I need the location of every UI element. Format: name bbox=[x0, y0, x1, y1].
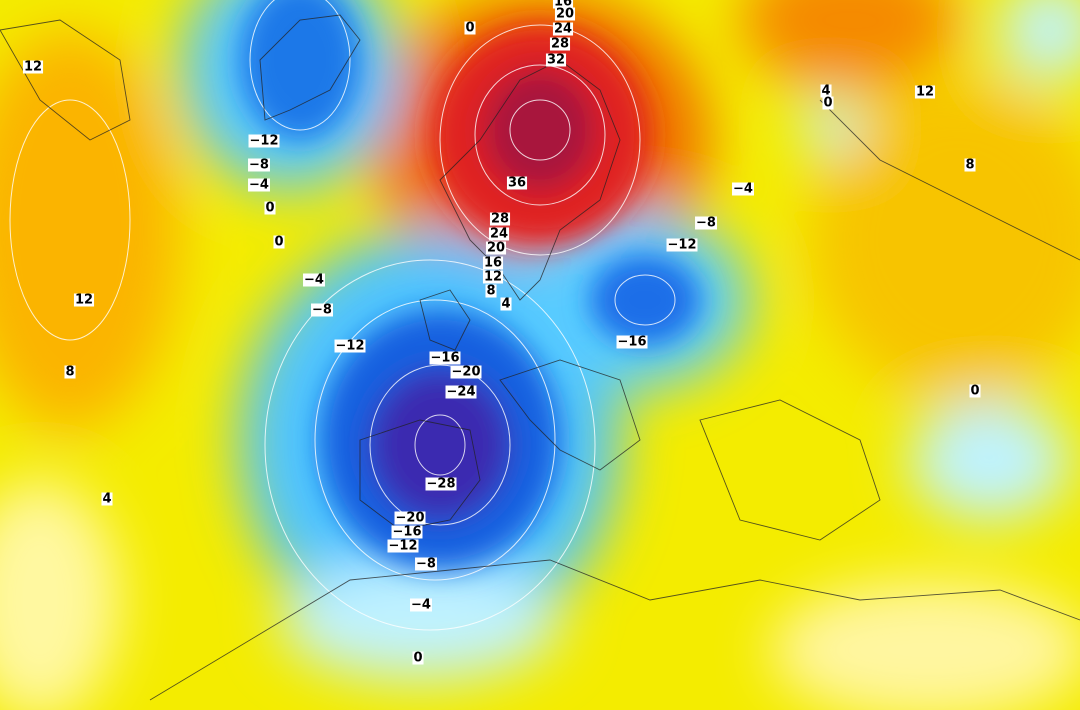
label-background bbox=[822, 96, 834, 110]
contour-label: 0 bbox=[465, 21, 474, 36]
label-background bbox=[552, 0, 574, 9]
contour-label: 4 bbox=[501, 297, 510, 312]
label-background bbox=[554, 7, 576, 21]
label-background bbox=[914, 85, 936, 99]
contour-label: 24 bbox=[490, 227, 508, 242]
label-background bbox=[264, 201, 276, 215]
contour-label: −16 bbox=[618, 335, 647, 350]
label-background bbox=[820, 84, 832, 98]
label-background bbox=[429, 351, 461, 365]
contour-label: 0 bbox=[970, 384, 979, 399]
contour-label: 16 bbox=[554, 0, 572, 10]
contour-label: −12 bbox=[336, 339, 365, 354]
contour-label: 4 bbox=[102, 492, 111, 507]
label-background bbox=[412, 651, 424, 665]
label-background bbox=[549, 37, 571, 51]
label-background bbox=[101, 492, 113, 506]
label-background bbox=[666, 238, 698, 252]
contour-label: 32 bbox=[547, 53, 565, 68]
label-background bbox=[485, 241, 507, 255]
contour-label: 36 bbox=[508, 176, 526, 191]
contour-label: −8 bbox=[249, 158, 269, 173]
label-background bbox=[73, 293, 95, 307]
label-background bbox=[695, 216, 717, 230]
contour-label: 0 bbox=[265, 201, 274, 216]
contour-label: 0 bbox=[274, 235, 283, 250]
contour-label: −8 bbox=[696, 216, 716, 231]
contour-label: −8 bbox=[416, 557, 436, 572]
label-background bbox=[552, 22, 574, 36]
coastlines bbox=[0, 14, 1080, 701]
contour-label: −20 bbox=[396, 511, 425, 526]
label-background bbox=[415, 557, 437, 571]
label-background bbox=[545, 53, 567, 67]
contour-label: 24 bbox=[554, 22, 572, 37]
label-background bbox=[969, 384, 981, 398]
contour-label: 12 bbox=[75, 293, 93, 308]
label-background bbox=[450, 365, 482, 379]
label-background bbox=[482, 270, 504, 284]
label-background bbox=[391, 525, 423, 539]
contour-label: 12 bbox=[24, 60, 42, 75]
label-background bbox=[248, 178, 270, 192]
contour-label: −4 bbox=[733, 182, 753, 197]
contour-label: 0 bbox=[413, 651, 422, 666]
label-background bbox=[387, 539, 419, 553]
contour-label: −16 bbox=[393, 525, 422, 540]
label-background bbox=[64, 365, 76, 379]
label-background bbox=[964, 158, 976, 172]
contour-label: −4 bbox=[249, 178, 269, 193]
label-background bbox=[334, 339, 366, 353]
contour-label: 20 bbox=[556, 7, 574, 22]
contour-label: 4 bbox=[821, 84, 830, 99]
label-background bbox=[394, 511, 426, 525]
label-background bbox=[303, 273, 325, 287]
label-background bbox=[500, 297, 512, 311]
contour-label: −20 bbox=[452, 365, 481, 380]
label-background bbox=[445, 385, 477, 399]
contour-label: 28 bbox=[491, 212, 509, 227]
label-background bbox=[616, 335, 648, 349]
contour-label: −4 bbox=[304, 273, 324, 288]
label-background bbox=[425, 477, 457, 491]
label-background bbox=[506, 176, 528, 190]
contour-label: 28 bbox=[551, 37, 569, 52]
label-background bbox=[488, 227, 510, 241]
contour-label: 8 bbox=[65, 365, 74, 380]
label-background bbox=[485, 284, 497, 298]
contour-label: −28 bbox=[427, 477, 456, 492]
contour-label: 16 bbox=[484, 256, 502, 271]
label-background bbox=[248, 158, 270, 172]
contour-label: −8 bbox=[312, 303, 332, 318]
label-background bbox=[273, 235, 285, 249]
contour-label: −12 bbox=[250, 134, 279, 149]
contour-label: −4 bbox=[411, 598, 431, 613]
label-background bbox=[248, 134, 280, 148]
contour-label: 8 bbox=[965, 158, 974, 173]
label-background bbox=[489, 212, 511, 226]
contour-label: 0 bbox=[823, 96, 832, 111]
contour-label: 12 bbox=[916, 85, 934, 100]
contour-label: −24 bbox=[447, 385, 476, 400]
contour-label: 12 bbox=[484, 270, 502, 285]
label-background bbox=[410, 598, 432, 612]
contour-label: −12 bbox=[389, 539, 418, 554]
contour-labels: 1620242832012−12−8−400362824201612844012… bbox=[22, 0, 981, 666]
label-background bbox=[482, 256, 504, 270]
label-background bbox=[311, 303, 333, 317]
label-background bbox=[732, 182, 754, 196]
label-background bbox=[22, 60, 44, 74]
label-background bbox=[464, 21, 476, 35]
contour-label: 20 bbox=[487, 241, 505, 256]
contour-label: −16 bbox=[431, 351, 460, 366]
contour-label: 8 bbox=[486, 284, 495, 299]
contour-label: −12 bbox=[668, 238, 697, 253]
